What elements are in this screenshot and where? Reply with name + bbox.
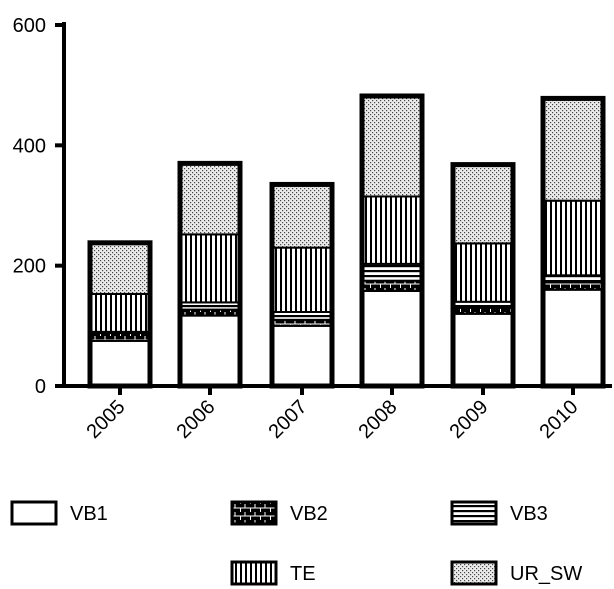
legend-swatch-te [230, 560, 278, 586]
legend-swatch-vb3 [450, 500, 498, 526]
y-tick-label-600: 600 [13, 15, 46, 37]
bars [87, 93, 606, 389]
bar-segment-vb1-2010 [542, 288, 604, 388]
bar-segment-te-2010 [542, 199, 604, 277]
bar-segment-vb1-2007 [271, 324, 333, 388]
bar-segment-ur-sw-2010 [542, 97, 604, 202]
bar-segment-te-2008 [361, 195, 423, 265]
bar-segment-vb2-2005 [89, 332, 151, 342]
bar-segment-ur-sw-2007 [271, 183, 333, 249]
bar-segment-te-2007 [271, 246, 333, 313]
bar-segment-vb1-2006 [179, 314, 241, 388]
bar-segment-vb3-2006 [179, 301, 241, 311]
bar-segment-vb3-2010 [542, 274, 604, 284]
legend-label-ur-sw: UR_SW [510, 563, 582, 585]
bar-segment-ur-sw-2008 [361, 94, 423, 198]
bar-segment-vb3-2008 [361, 262, 423, 282]
bar-segment-vb1-2005 [89, 339, 151, 387]
bar-segment-ur-sw-2006 [179, 162, 241, 236]
x-tick-label-2007: 2007 [265, 396, 312, 443]
x-tick-label-2009: 2009 [446, 396, 493, 443]
legend: VB1 VB2 VB3 TE UR_SW [10, 500, 582, 586]
bar-segment-vb2-2008 [361, 279, 423, 292]
bar-segment-te-2009 [452, 242, 514, 303]
bar-segment-te-2006 [179, 233, 241, 304]
legend-label-vb1: VB1 [70, 503, 108, 525]
x-tick-label-2005: 2005 [83, 396, 130, 443]
legend-swatch-vb1 [10, 500, 58, 526]
legend-swatch-vb2 [230, 500, 278, 526]
bar-segment-vb3-2007 [271, 310, 333, 321]
legend-label-vb2: VB2 [290, 503, 328, 525]
legend-label-vb3: VB3 [510, 503, 548, 525]
legend-swatch-ur-sw [450, 560, 498, 586]
x-tick-label-2008: 2008 [355, 396, 402, 443]
bar-segment-ur-sw-2009 [452, 163, 514, 245]
bar-segment-vb1-2009 [452, 312, 514, 387]
bar-segment-ur-sw-2005 [89, 241, 151, 295]
bar-segment-vb2-2010 [542, 281, 604, 291]
x-tick-label-2006: 2006 [173, 396, 220, 443]
x-tick-label-2010: 2010 [536, 396, 583, 443]
y-tick-label-400: 400 [13, 135, 46, 157]
y-tick-label-0: 0 [35, 376, 46, 398]
bar-segment-vb1-2008 [361, 289, 423, 388]
y-tick-label-200: 200 [13, 256, 46, 278]
legend-label-te: TE [290, 563, 316, 585]
bar-segment-te-2005 [89, 292, 151, 333]
